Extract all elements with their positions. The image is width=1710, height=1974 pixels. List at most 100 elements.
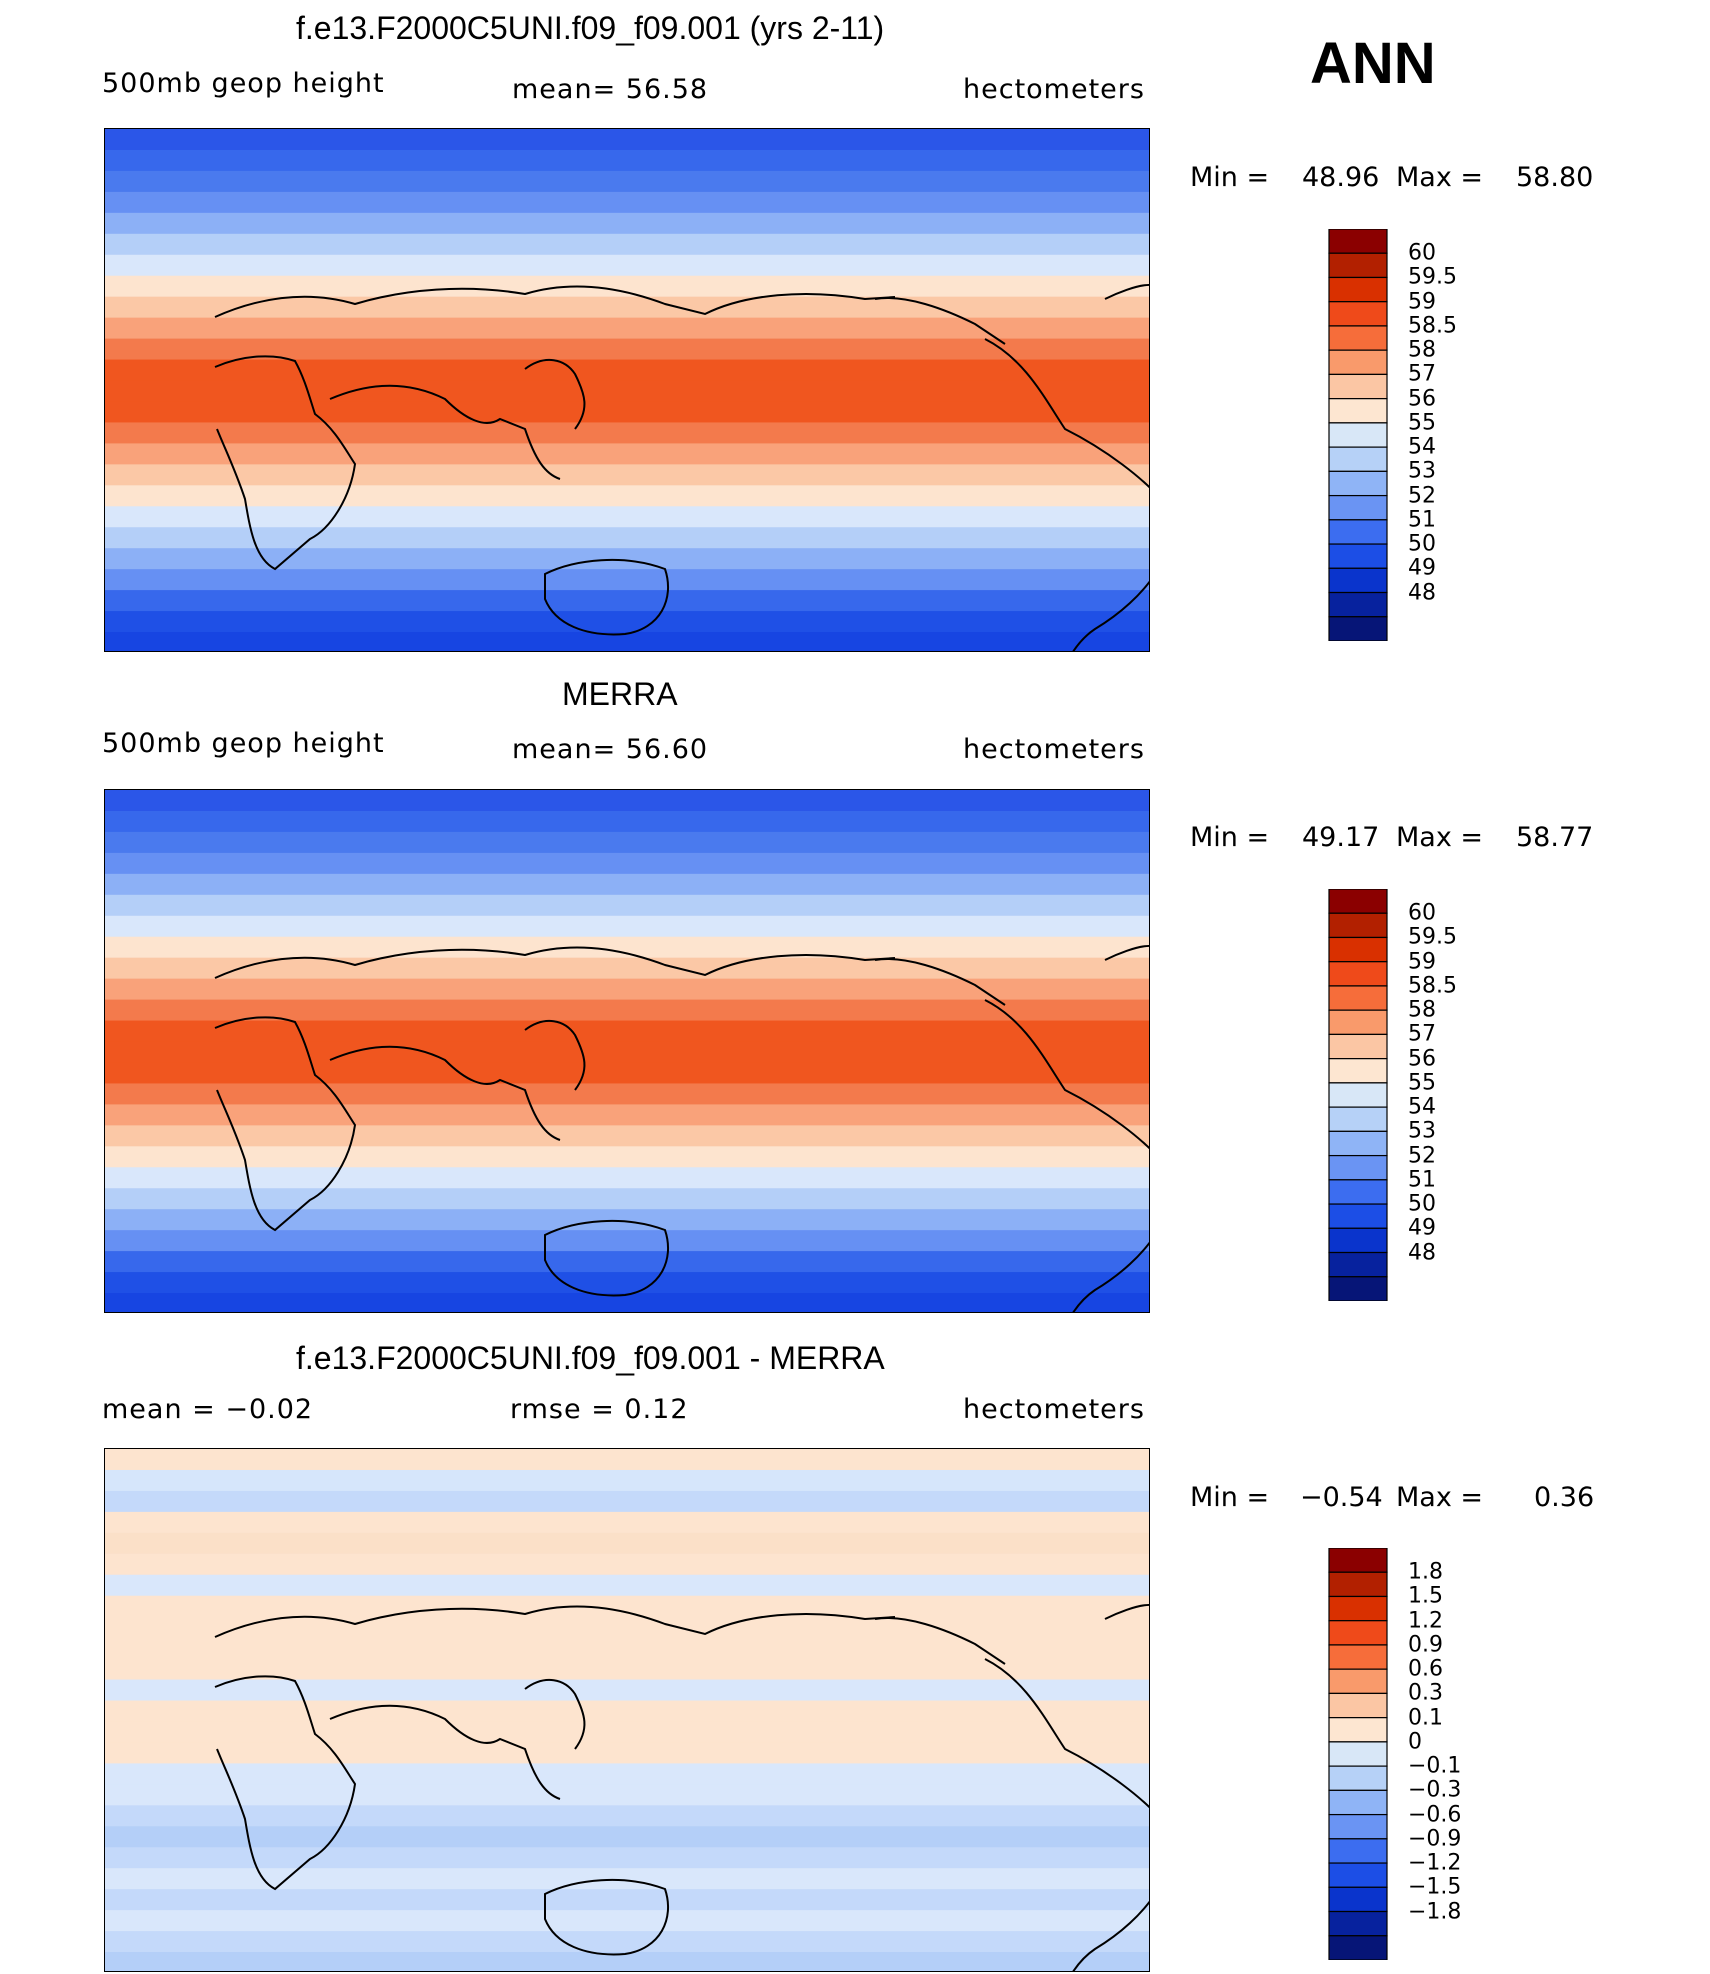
- colorbar-box: [1328, 1668, 1388, 1695]
- colorbar-box: [1328, 373, 1388, 400]
- latitude-band: [105, 810, 1149, 833]
- panel-3-min-label: Min =: [1190, 1482, 1270, 1513]
- colorbar-box: [1328, 470, 1388, 497]
- colorbar-box: [1328, 1203, 1388, 1229]
- coastline: [329, 384, 561, 480]
- colorbar-box: [1328, 543, 1388, 569]
- colorbar-tick-label: 60: [1408, 900, 1436, 926]
- latitude-band: [105, 1679, 1149, 1702]
- colorbar-box: [1328, 1154, 1388, 1181]
- panel-1-min-value: 48.96: [1302, 162, 1380, 193]
- latitude-band: [105, 1868, 1149, 1891]
- latitude-band: [105, 359, 1149, 382]
- colorbar-box: [1328, 446, 1388, 472]
- colorbar-tick-label: −0.3: [1408, 1777, 1462, 1803]
- colorbar-box: [1328, 1179, 1388, 1205]
- latitude-band: [105, 1742, 1149, 1765]
- latitude-band: [105, 1847, 1149, 1870]
- latitude-band: [105, 129, 1149, 151]
- colorbar-box: [1328, 1033, 1388, 1060]
- latitude-band: [105, 1889, 1149, 1912]
- colorbar-box: [1328, 985, 1388, 1011]
- coastline: [329, 1704, 561, 1800]
- colorbar-tick-label: 48: [1408, 1240, 1436, 1266]
- coastline: [544, 1219, 670, 1297]
- latitude-band: [105, 1721, 1149, 1744]
- latitude-band: [105, 569, 1149, 592]
- colorbar-box: [1328, 1130, 1388, 1157]
- latitude-band: [105, 149, 1149, 172]
- latitude-band: [105, 233, 1149, 256]
- colorbar-tick-label: 55: [1408, 1070, 1436, 1096]
- colorbar-tick-label: 54: [1408, 1094, 1436, 1120]
- panel-2-mean-label: mean= 56.60: [512, 734, 709, 765]
- coastline: [984, 999, 1149, 1312]
- coastline: [874, 297, 1006, 345]
- latitude-band: [105, 380, 1149, 403]
- latitude-band: [105, 1272, 1149, 1295]
- season-label: ANN: [1310, 31, 1436, 96]
- colorbar-tick-label: 57: [1408, 1021, 1436, 1047]
- latitude-band: [105, 1125, 1149, 1148]
- colorbar-box: [1328, 398, 1388, 424]
- colorbar-tick-label: 56: [1408, 1046, 1436, 1072]
- colorbar-box: [1328, 1082, 1388, 1108]
- latitude-band: [105, 212, 1149, 235]
- colorbar-box: [1328, 1595, 1388, 1622]
- coastline: [984, 338, 1149, 651]
- panel-3-map: [104, 1448, 1150, 1972]
- latitude-band: [105, 1805, 1149, 1828]
- latitude-band: [105, 485, 1149, 508]
- coastline: [524, 1679, 586, 1750]
- latitude-band: [105, 1041, 1149, 1064]
- coastline: [874, 958, 1006, 1006]
- colorbar-box: [1328, 1058, 1388, 1084]
- colorbar-box: [1328, 1227, 1388, 1254]
- latitude-band: [105, 1449, 1149, 1471]
- colorbar-tick-label: 53: [1408, 458, 1436, 484]
- latitude-band: [105, 401, 1149, 424]
- colorbar-tick-label: 0: [1408, 1729, 1422, 1755]
- colorbar-box: [1328, 1886, 1388, 1913]
- colorbar-tick-label: 1.8: [1408, 1559, 1443, 1585]
- coastline: [1104, 283, 1149, 300]
- latitude-band: [105, 1763, 1149, 1786]
- colorbar-tick-label: 59.5: [1408, 924, 1457, 950]
- colorbar-tick-label: 58.5: [1408, 973, 1457, 999]
- colorbar-box: [1328, 1789, 1388, 1816]
- colorbar-tick-label: 48: [1408, 580, 1436, 606]
- colorbar-tick-label: 50: [1408, 531, 1436, 557]
- latitude-band: [105, 831, 1149, 854]
- colorbar-tick-label: 59: [1408, 289, 1436, 315]
- latitude-band: [105, 1952, 1149, 1971]
- latitude-band: [105, 1931, 1149, 1954]
- latitude-band: [105, 1616, 1149, 1639]
- colorbar-box: [1328, 1106, 1388, 1132]
- colorbar-box: [1328, 1741, 1388, 1767]
- colorbar-tick-label: −0.6: [1408, 1802, 1462, 1828]
- latitude-band: [105, 1104, 1149, 1127]
- coastline: [214, 285, 896, 318]
- latitude-band: [105, 1209, 1149, 1232]
- panel-2-variable-label: 500mb geop height: [102, 728, 385, 759]
- latitude-band: [105, 191, 1149, 214]
- latitude-band: [105, 296, 1149, 319]
- panel-2-map: [104, 789, 1150, 1313]
- colorbar-box: [1328, 1276, 1388, 1301]
- latitude-band: [105, 915, 1149, 938]
- colorbar-box: [1328, 494, 1388, 521]
- colorbar-tick-label: −1.2: [1408, 1850, 1462, 1876]
- colorbar-tick-label: 50: [1408, 1191, 1436, 1217]
- colorbar-tick-label: 58.5: [1408, 313, 1457, 339]
- latitude-band: [105, 852, 1149, 875]
- colorbar-box: [1328, 1548, 1388, 1573]
- latitude-band: [105, 1167, 1149, 1190]
- colorbar-box: [1328, 912, 1388, 939]
- colorbar-tick-label: 55: [1408, 410, 1436, 436]
- latitude-band: [105, 873, 1149, 896]
- panel-1-mean-label: mean= 56.58: [512, 74, 709, 105]
- latitude-band: [105, 464, 1149, 487]
- panel-2-units-label: hectometers: [963, 734, 1145, 765]
- latitude-band: [105, 1595, 1149, 1618]
- coastline: [544, 558, 670, 636]
